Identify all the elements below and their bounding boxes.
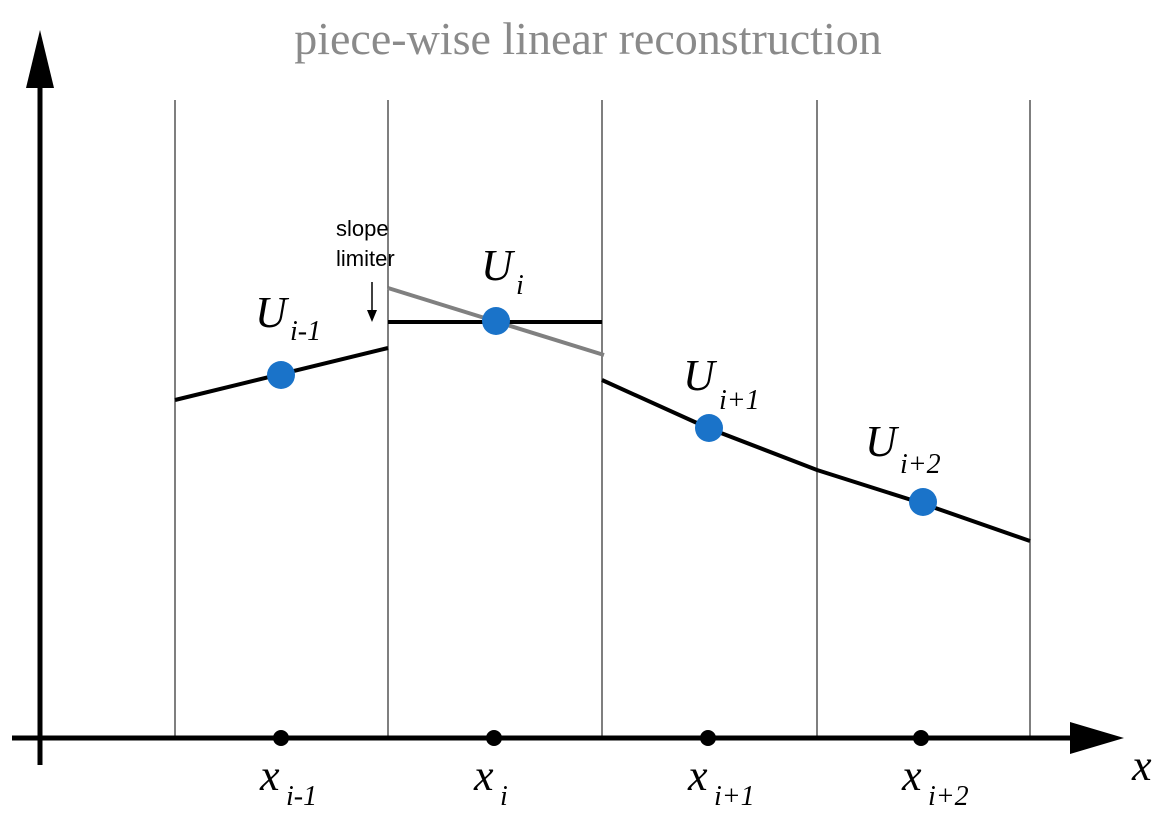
x-node-labels: x i-1 x i x i+1 x i+2	[259, 751, 969, 812]
annotation-line-1: slope	[336, 216, 389, 241]
x-axis-label: x	[1131, 741, 1152, 790]
annotation-arrowhead	[367, 310, 377, 322]
u-labels: U i-1 U i U i+1 U i+2	[255, 241, 941, 480]
x-axis: x	[12, 722, 1152, 790]
u-label-sub: i	[516, 270, 524, 301]
y-axis	[26, 30, 54, 765]
x-label-main: x	[901, 751, 922, 800]
node-markers	[273, 730, 929, 746]
u-label-main: U	[255, 288, 290, 337]
node-marker	[273, 730, 289, 746]
cell-average-point	[695, 414, 723, 442]
node-marker	[913, 730, 929, 746]
cell-average-point	[482, 307, 510, 335]
x-label-sub: i+2	[928, 781, 969, 812]
segment-cells-i+1-i+2	[601, 378, 1031, 543]
x-label-sub: i-1	[286, 781, 317, 812]
cell-boundaries	[174, 100, 1031, 738]
x-label-main: x	[259, 751, 280, 800]
u-label-sub: i+2	[900, 449, 941, 480]
x-label-main: x	[687, 751, 708, 800]
cell-average-point	[909, 488, 937, 516]
annotation-line-2: limiter	[336, 246, 395, 271]
cell-average-point	[267, 361, 295, 389]
y-axis-arrowhead	[26, 30, 54, 88]
u-label-sub: i+1	[719, 385, 760, 416]
node-marker	[486, 730, 502, 746]
u-label-sub: i-1	[290, 316, 321, 347]
x-label-sub: i	[500, 781, 508, 812]
u-label-main: U	[481, 241, 516, 290]
cell-average-points	[267, 307, 937, 516]
x-label-sub: i+1	[714, 781, 755, 812]
slope-limiter-annotation: slope limiter	[336, 216, 395, 322]
x-axis-arrowhead	[1070, 722, 1124, 754]
x-label-main: x	[473, 751, 494, 800]
node-marker	[700, 730, 716, 746]
u-label-main: U	[865, 417, 900, 466]
u-label-main: U	[683, 351, 718, 400]
diagram-title: piece-wise linear reconstruction	[294, 13, 882, 64]
